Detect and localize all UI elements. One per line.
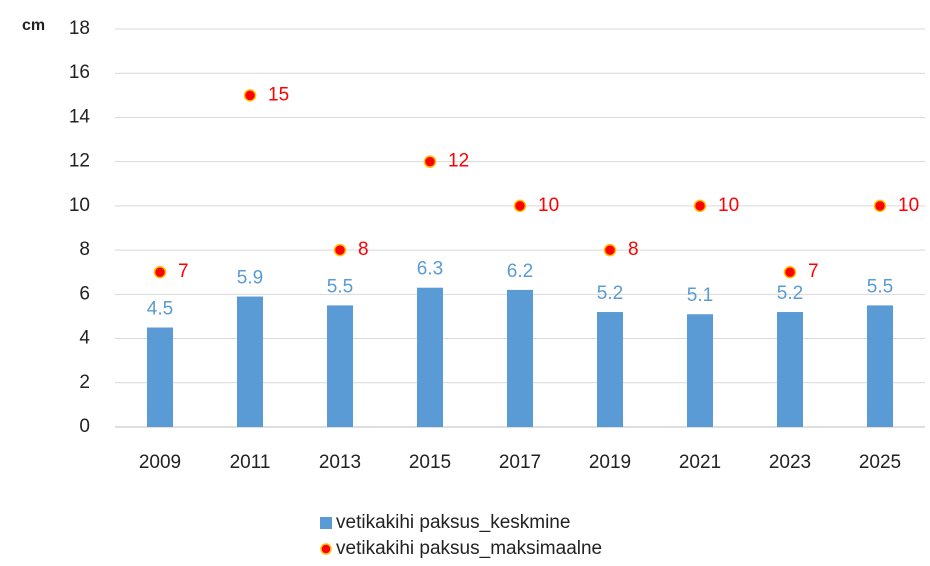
legend-swatch: [320, 543, 332, 555]
data-label: 5.5: [867, 276, 893, 297]
point: [873, 199, 887, 213]
y-tick-label: 16: [69, 62, 90, 83]
y-tick-label: 10: [69, 195, 90, 216]
y-tick-label: 18: [69, 18, 90, 39]
y-tick-label: 0: [79, 416, 90, 437]
legend-swatch: [320, 517, 332, 529]
data-label: 7: [178, 261, 189, 282]
x-tick-label: 2009: [139, 452, 181, 473]
data-label: 12: [448, 151, 469, 172]
y-tick-label: 8: [79, 239, 90, 260]
x-tick-label: 2021: [679, 452, 721, 473]
x-tick-label: 2023: [769, 452, 811, 473]
y-tick-label: 4: [79, 328, 90, 349]
point: [333, 243, 347, 257]
bar: [327, 305, 353, 427]
data-label: 5.2: [597, 283, 623, 304]
data-label: 10: [538, 195, 559, 216]
data-label: 5.5: [327, 276, 353, 297]
bar: [777, 312, 803, 427]
data-label: 7: [808, 261, 819, 282]
y-tick-label: 2: [79, 372, 90, 393]
data-label: 8: [358, 239, 369, 260]
legend-label: vetikakihi paksus_keskmine: [336, 512, 570, 533]
data-label: 6.3: [417, 259, 443, 280]
bar: [687, 314, 713, 427]
y-tick-label: 12: [69, 151, 90, 172]
data-label: 5.1: [687, 285, 713, 306]
point: [153, 265, 167, 279]
data-label: 8: [628, 239, 639, 260]
x-tick-label: 2025: [859, 452, 901, 473]
point: [693, 199, 707, 213]
bar: [417, 287, 443, 427]
point: [423, 155, 437, 168]
bar: [867, 305, 893, 427]
data-label: 4.5: [147, 299, 173, 320]
point: [243, 89, 257, 102]
data-label: 15: [268, 84, 289, 105]
x-tick-label: 2017: [499, 452, 541, 473]
bar: [597, 312, 623, 427]
y-axis-label: cm: [22, 17, 45, 34]
x-tick-label: 2015: [409, 452, 451, 473]
point: [603, 243, 617, 257]
bar: [237, 296, 263, 427]
x-tick-label: 2019: [589, 452, 631, 473]
point: [783, 265, 797, 279]
bar: [147, 327, 173, 427]
data-label: 5.2: [777, 283, 803, 304]
point: [513, 199, 527, 213]
legend-label: vetikakihi paksus_maksimaalne: [336, 538, 602, 559]
bar: [507, 289, 533, 427]
x-tick-label: 2013: [319, 452, 361, 473]
data-label: 10: [718, 195, 739, 216]
data-label: 5.9: [237, 268, 263, 289]
data-label: 10: [898, 195, 919, 216]
data-label: 6.2: [507, 261, 533, 282]
x-tick-label: 2011: [230, 452, 271, 473]
y-tick-label: 14: [69, 106, 91, 127]
y-tick-label: 6: [79, 283, 90, 304]
